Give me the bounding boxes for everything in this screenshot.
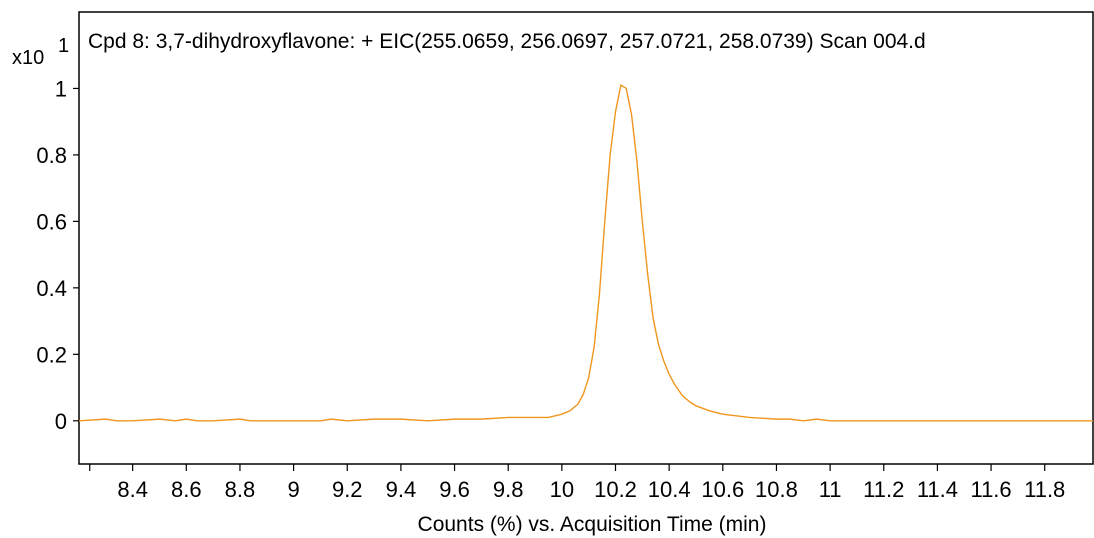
x-tick-label: 11.4 — [917, 477, 958, 502]
x-tick-label: 11.6 — [970, 477, 1011, 502]
y-tick-label: 0.2 — [36, 342, 67, 367]
x-tick-label: 10.4 — [648, 477, 691, 502]
x-tick-label: 10.8 — [755, 477, 798, 502]
y-multiplier-exponent: 1 — [58, 35, 69, 57]
x-tick-label: 8.4 — [117, 477, 148, 502]
y-tick-label: 1 — [55, 76, 67, 101]
y-axis: 0 0.2 0.4 0.6 0.8 1 — [36, 76, 79, 434]
x-axis-title: Counts (%) vs. Acquisition Time (min) — [418, 513, 767, 536]
plot-area — [78, 11, 1094, 465]
y-multiplier-label: x10 — [12, 47, 44, 69]
y-tick-label: 0 — [55, 409, 67, 434]
x-tick-label: 11.2 — [863, 477, 904, 502]
x-tick-label: 9.8 — [493, 477, 524, 502]
x-tick-label: 8.8 — [225, 477, 256, 502]
x-tick-label: 9.2 — [332, 477, 363, 502]
x-tick-label: 10.6 — [701, 477, 744, 502]
y-tick-label: 0.6 — [36, 209, 67, 234]
y-tick-label: 0.4 — [36, 276, 67, 301]
x-tick-label: 9 — [287, 477, 299, 502]
x-axis: 8.4 8.6 8.8 9 9.2 9.4 9.6 9.8 10 10.2 10.4 10.6 10.8… — [89, 464, 1065, 502]
x-tick-label: 9.6 — [439, 477, 470, 502]
eic-trace-line — [78, 83, 1093, 422]
x-tick-label: 10.2 — [594, 477, 637, 502]
x-tick-label: 9.4 — [386, 477, 417, 502]
x-tick-label: 10 — [550, 477, 574, 502]
y-tick-label: 0.8 — [36, 143, 67, 168]
x-tick-label: 8.6 — [171, 477, 202, 502]
x-tick-label: 11 — [819, 477, 842, 502]
x-tick-label: 11.8 — [1024, 477, 1065, 502]
chart-title: Cpd 8: 3,7-dihydroxyflavone: + EIC(255.0… — [88, 30, 926, 53]
